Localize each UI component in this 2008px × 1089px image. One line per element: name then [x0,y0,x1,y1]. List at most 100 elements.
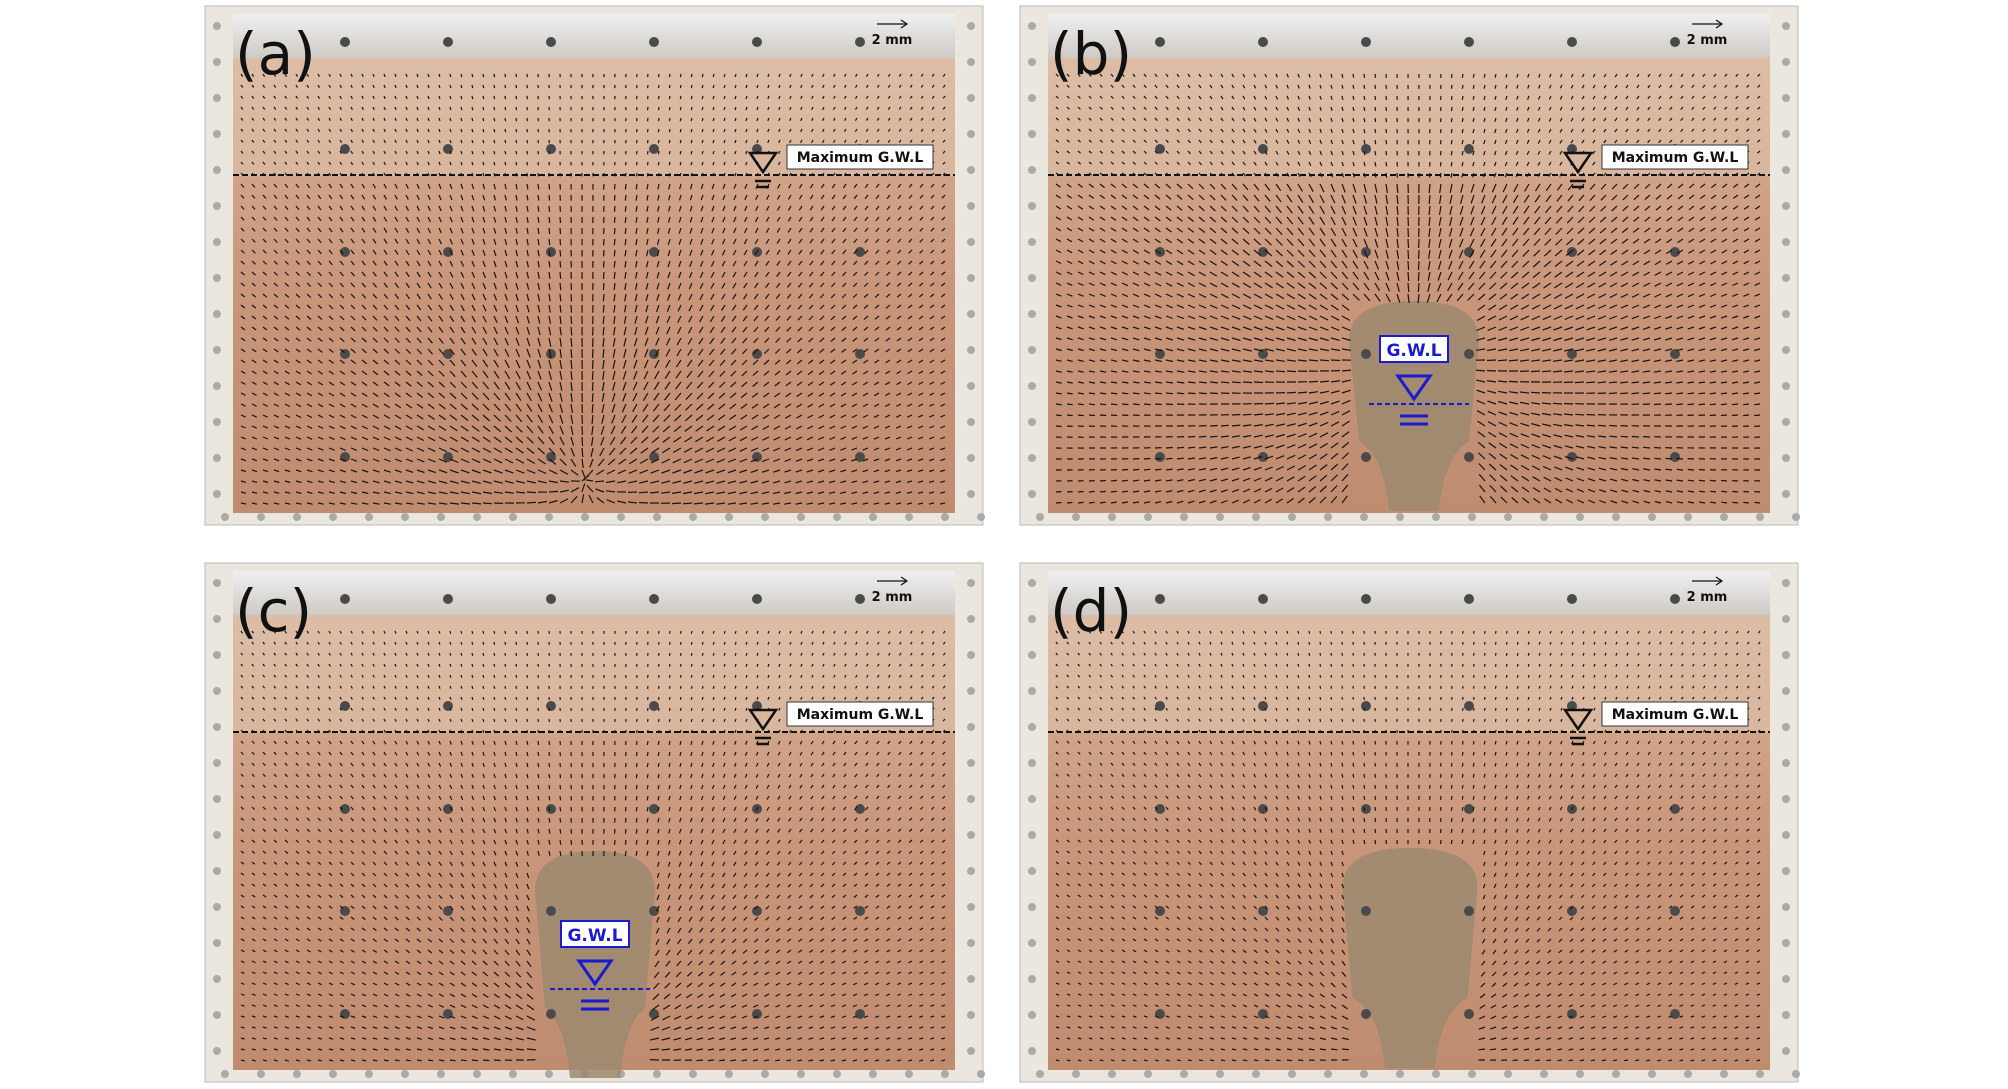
bolt [213,1011,221,1019]
marker [1567,701,1577,711]
bolt [213,22,221,30]
marker [1155,247,1165,257]
marker [1361,804,1371,814]
marker [649,144,659,154]
bolt [437,513,445,521]
bolt [1782,759,1790,767]
bolt [1028,58,1036,66]
bolt [967,975,975,983]
marker [1567,37,1577,47]
marker [1464,594,1474,604]
bolt [1108,513,1116,521]
bolt [967,22,975,30]
bolt [1782,651,1790,659]
bolt [437,1070,445,1078]
gwl-symbol [1395,374,1433,426]
bolt [1782,615,1790,623]
bolt [509,513,517,521]
bolt [1782,94,1790,102]
bolt [581,513,589,521]
bolt [1396,1070,1404,1078]
marker [1670,1009,1680,1019]
bolt [1028,454,1036,462]
marker [546,349,556,359]
bolt [473,513,481,521]
bolt [1504,513,1512,521]
bolt [967,202,975,210]
bolt [1576,1070,1584,1078]
bolt [1756,1070,1764,1078]
bolt [213,382,221,390]
marker [1464,37,1474,47]
bolt [1782,274,1790,282]
marker [1258,349,1268,359]
bolt [1468,513,1476,521]
bolt [1782,130,1790,138]
marker [546,804,556,814]
bolt [1108,1070,1116,1078]
bolt [967,795,975,803]
marker [340,37,350,47]
marker [649,37,659,47]
bolt [213,310,221,318]
panel: Maximum G.W.L 2 mm (d) [1019,562,1800,1083]
bolt [1252,513,1260,521]
marker [443,144,453,154]
marker [1258,247,1268,257]
marker [1155,701,1165,711]
marker [752,701,762,711]
gwl-symbol [1562,151,1594,189]
bolt [797,1070,805,1078]
marker [443,452,453,462]
bolt [1782,166,1790,174]
bolt [213,723,221,731]
marker [649,247,659,257]
marker [855,247,865,257]
bolt [213,579,221,587]
gwl-label: G.W.L [1386,341,1441,361]
bolt [365,513,373,521]
bolt [1028,795,1036,803]
marker [443,247,453,257]
max-gwl-label: Maximum G.W.L [797,707,924,723]
bolt [213,759,221,767]
marker [1670,906,1680,916]
marker [1361,144,1371,154]
max-gwl-label: Maximum G.W.L [1612,150,1739,166]
bolt [833,513,841,521]
bolt [1782,346,1790,354]
bolt [1036,1070,1044,1078]
bolt [1576,513,1584,521]
marker [1361,906,1371,916]
max-gwl-label: Maximum G.W.L [797,150,924,166]
marker [1361,37,1371,47]
bolt [1782,975,1790,983]
bolt [1782,867,1790,875]
panel: Maximum G.W.L 2 mm (b) G.W.L [1019,5,1800,526]
bolt [1028,166,1036,174]
glass-top [1048,571,1770,623]
bolt [1028,939,1036,947]
marker [752,144,762,154]
bolt [653,513,661,521]
bolt [967,831,975,839]
bolt [213,58,221,66]
bolt [293,513,301,521]
bolt [1468,1070,1476,1078]
marker [1464,804,1474,814]
bolt [1288,513,1296,521]
bolt [1028,759,1036,767]
bolt [257,513,265,521]
marker [546,701,556,711]
marker [1567,144,1577,154]
bolt [1360,1070,1368,1078]
marker [1670,594,1680,604]
marker [1258,701,1268,711]
marker [1155,349,1165,359]
velocity-vectors [1055,630,1761,1062]
bolt [1782,1047,1790,1055]
bolt [1782,490,1790,498]
bolt [213,687,221,695]
marker [546,37,556,47]
